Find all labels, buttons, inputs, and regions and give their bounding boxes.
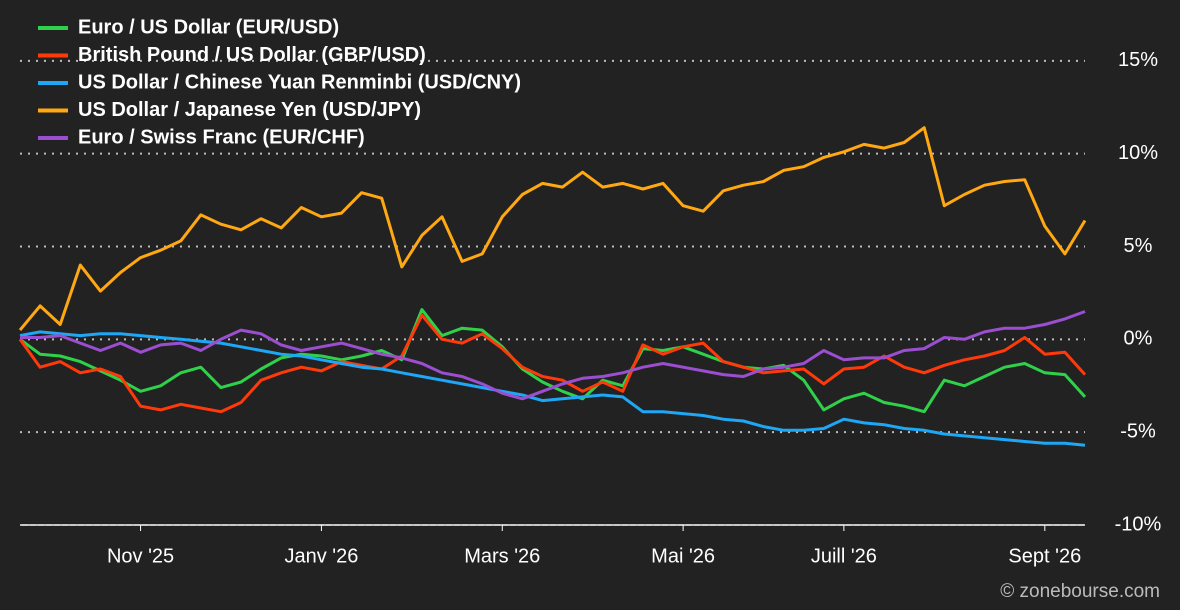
legend-label: US Dollar / Chinese Yuan Renminbi (USD/C… (78, 71, 521, 93)
x-tick-label: Sept '26 (1008, 545, 1081, 567)
x-tick-label: Janv '26 (284, 545, 358, 567)
x-tick-label: Mai '26 (651, 545, 715, 567)
y-tick-label: 5% (1124, 235, 1153, 257)
y-tick-label: -5% (1120, 420, 1156, 442)
series-line (18, 313, 1087, 414)
x-tick-label: Mars '26 (464, 545, 540, 567)
y-tick-label: -10% (1115, 513, 1162, 535)
credit: © zonebourse.com (1000, 581, 1160, 602)
series-line (18, 126, 1087, 332)
y-tick-label: 0% (1124, 328, 1153, 350)
legend: Euro / US Dollar (EUR/USD) British Pound … (38, 16, 521, 148)
legend-label: Euro / US Dollar (EUR/USD) (78, 16, 339, 38)
legend-label: Euro / Swiss Franc (EUR/CHF) (78, 126, 365, 148)
y-tick-label: 15% (1118, 49, 1158, 71)
y-tick-label: 10% (1118, 142, 1158, 164)
series-line (19, 330, 1086, 447)
series-line (20, 310, 1086, 401)
legend-label: British Pound / US Dollar (GBP/USD) (78, 44, 426, 66)
x-tick-label: Juill '26 (811, 545, 877, 567)
legend-label: US Dollar / Japanese Yen (USD/JPY) (78, 99, 421, 121)
x-tick-label: Nov '25 (107, 545, 174, 567)
